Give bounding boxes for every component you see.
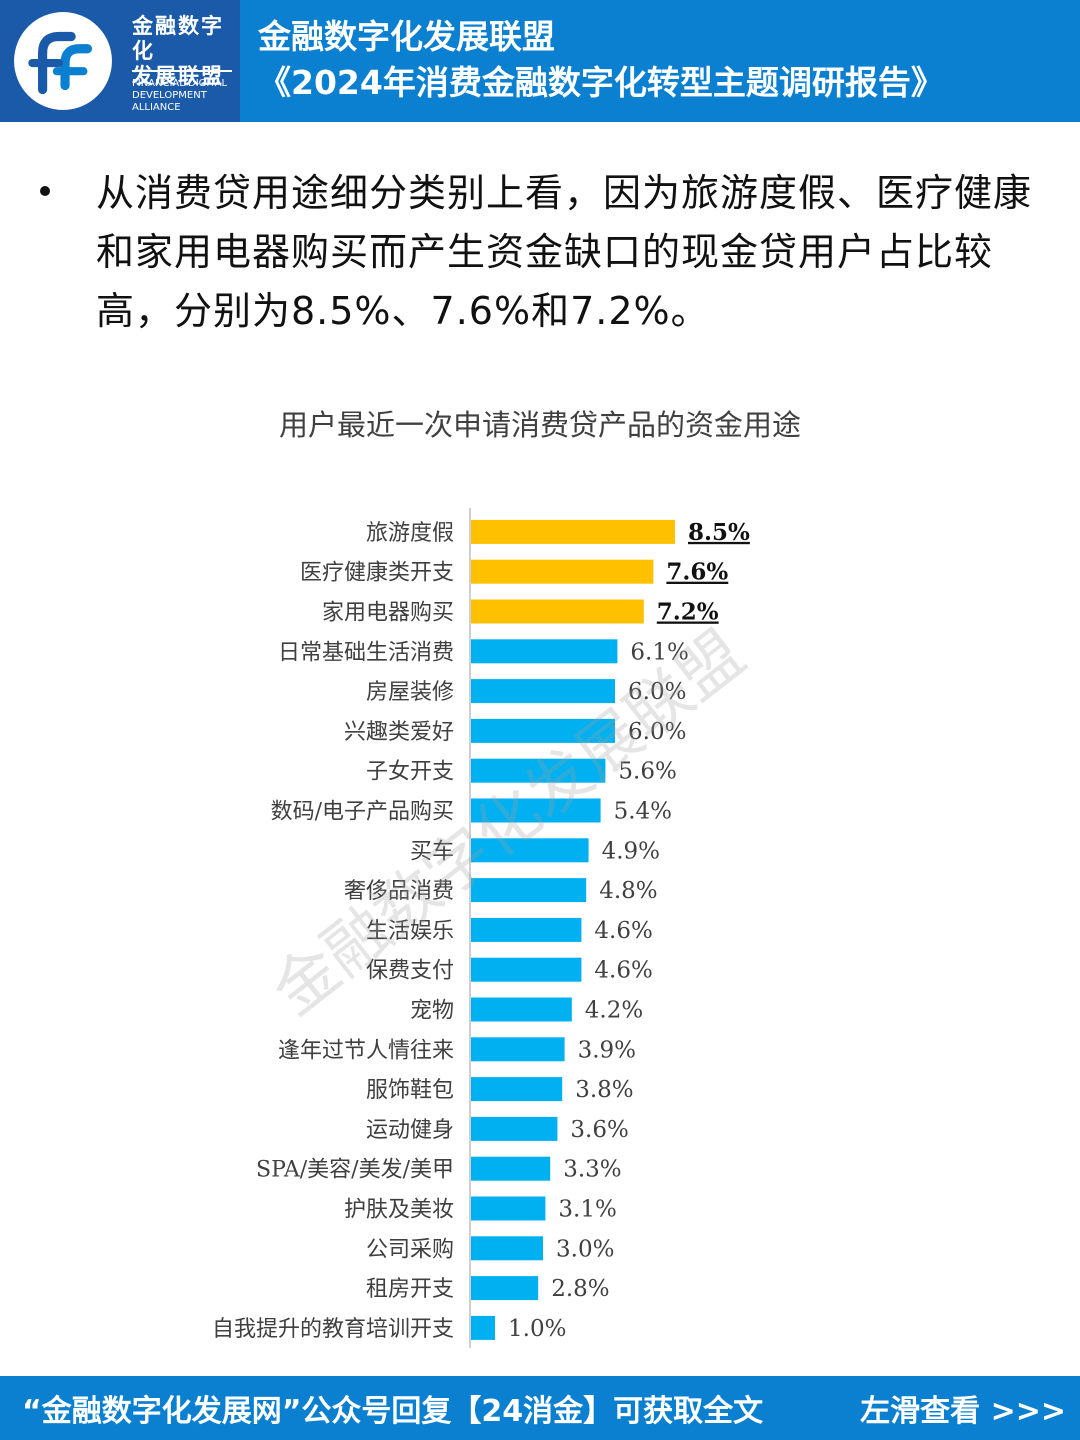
bar [471, 1276, 539, 1301]
category-label: 租房开支 [366, 1277, 454, 1302]
data-label: 4.6% [594, 918, 652, 944]
category-label: 自我提升的教育培训开支 [212, 1317, 454, 1342]
category-label: 家用电器购买 [322, 601, 454, 626]
data-label: 3.9% [578, 1037, 636, 1063]
category-label: 运动健身 [366, 1118, 454, 1143]
category-label: 逢年过节人情往来 [278, 1038, 454, 1063]
bullet-icon [40, 186, 50, 196]
bar [471, 758, 606, 783]
category-label: 服饰鞋包 [366, 1078, 454, 1103]
category-label: 兴趣类爱好 [344, 720, 454, 745]
category-label: 子女开支 [366, 760, 454, 785]
data-label: 3.3% [563, 1157, 621, 1183]
logo-english-name: FINANCIAL DIGITAL DEVELOPMENT ALLIANCE [132, 78, 228, 113]
data-label: 1.0% [508, 1316, 566, 1342]
data-label: 4.8% [599, 878, 657, 904]
category-label: 保费支付 [366, 959, 454, 984]
header-bar: 金融数字化 发展联盟 FINANCIAL DIGITAL DEVELOPMENT… [0, 0, 1080, 122]
bar [471, 997, 572, 1022]
bar [471, 1196, 546, 1221]
bar [471, 878, 587, 903]
data-label: 4.2% [585, 998, 643, 1024]
data-label: 6.0% [628, 679, 686, 705]
bar [471, 679, 615, 704]
bar-chart: 旅游度假 8.5% 医疗健康类开支 7.6% 家用电器购买 7.2% 日常基础生活消费 6.1… [212, 508, 750, 1348]
data-label: 6.1% [630, 639, 688, 665]
category-label: 数码/电子产品购买 [271, 800, 454, 825]
chart-title: 用户最近一次申请消费贷产品的资金用途 [278, 408, 801, 442]
report-title: 金融数字化发展联盟 《2024年消费金融数字化转型主题调研报告》 [258, 14, 1070, 106]
category-label: 生活娱乐 [366, 919, 454, 944]
bar [471, 519, 675, 544]
bar [471, 1156, 551, 1181]
category-label: 买车 [410, 839, 454, 864]
logo-divider [132, 70, 232, 72]
data-label: 8.5% [688, 519, 750, 546]
category-label: 医疗健康类开支 [300, 561, 454, 586]
data-label: 4.6% [594, 958, 652, 984]
data-label: 7.6% [666, 559, 728, 586]
logo: 金融数字化 发展联盟 FINANCIAL DIGITAL DEVELOPMENT… [0, 0, 240, 122]
footer-cta-text: “金融数字化发展网”公众号回复【24消金】可获取全文 [22, 1394, 764, 1429]
report-title-line1: 金融数字化发展联盟 [258, 17, 555, 56]
report-title-line2: 《2024年消费金融数字化转型主题调研报告》 [258, 63, 944, 102]
bar [471, 1037, 565, 1062]
bar [471, 599, 644, 624]
category-label: 宠物 [410, 999, 454, 1024]
category-label: 公司采购 [366, 1237, 454, 1262]
bar [471, 639, 618, 664]
data-label: 2.8% [551, 1276, 609, 1302]
bar [471, 917, 582, 942]
category-label: 奢侈品消费 [344, 879, 454, 904]
data-label: 5.4% [614, 799, 672, 825]
bar [471, 718, 615, 743]
data-label: 7.2% [657, 599, 719, 626]
bar [471, 798, 601, 823]
category-label: 日常基础生活消费 [278, 640, 454, 665]
data-label: 5.6% [618, 759, 676, 785]
bar [471, 1077, 563, 1102]
data-label: 4.9% [602, 838, 660, 864]
bar [471, 559, 654, 584]
bar [471, 1116, 558, 1141]
logo-chinese-name: 金融数字化 发展联盟 [132, 14, 224, 88]
data-label: 3.0% [556, 1236, 614, 1262]
bar [471, 957, 582, 982]
category-label: 旅游度假 [366, 521, 454, 546]
data-label: 3.8% [575, 1077, 633, 1103]
category-label: 护肤及美妆 [344, 1198, 454, 1223]
category-label: 房屋装修 [366, 680, 454, 705]
bar [471, 1236, 543, 1261]
swipe-left-hint[interactable]: 左滑查看 >>> [860, 1394, 1066, 1429]
data-label: 6.0% [628, 719, 686, 745]
bar [471, 838, 589, 863]
footer-bar: “金融数字化发展网”公众号回复【24消金】可获取全文 左滑查看 >>> [0, 1376, 1080, 1440]
category-label: SPA/美容/美发/美甲 [256, 1158, 454, 1183]
alliance-logo-icon [14, 12, 112, 110]
summary-text: 从消费贷用途细分类别上看，因为旅游度假、医疗健康和家用电器购买而产生资金缺口的现… [96, 171, 1033, 333]
bar [471, 1315, 495, 1340]
data-label: 3.6% [570, 1117, 628, 1143]
data-label: 3.1% [558, 1197, 616, 1223]
